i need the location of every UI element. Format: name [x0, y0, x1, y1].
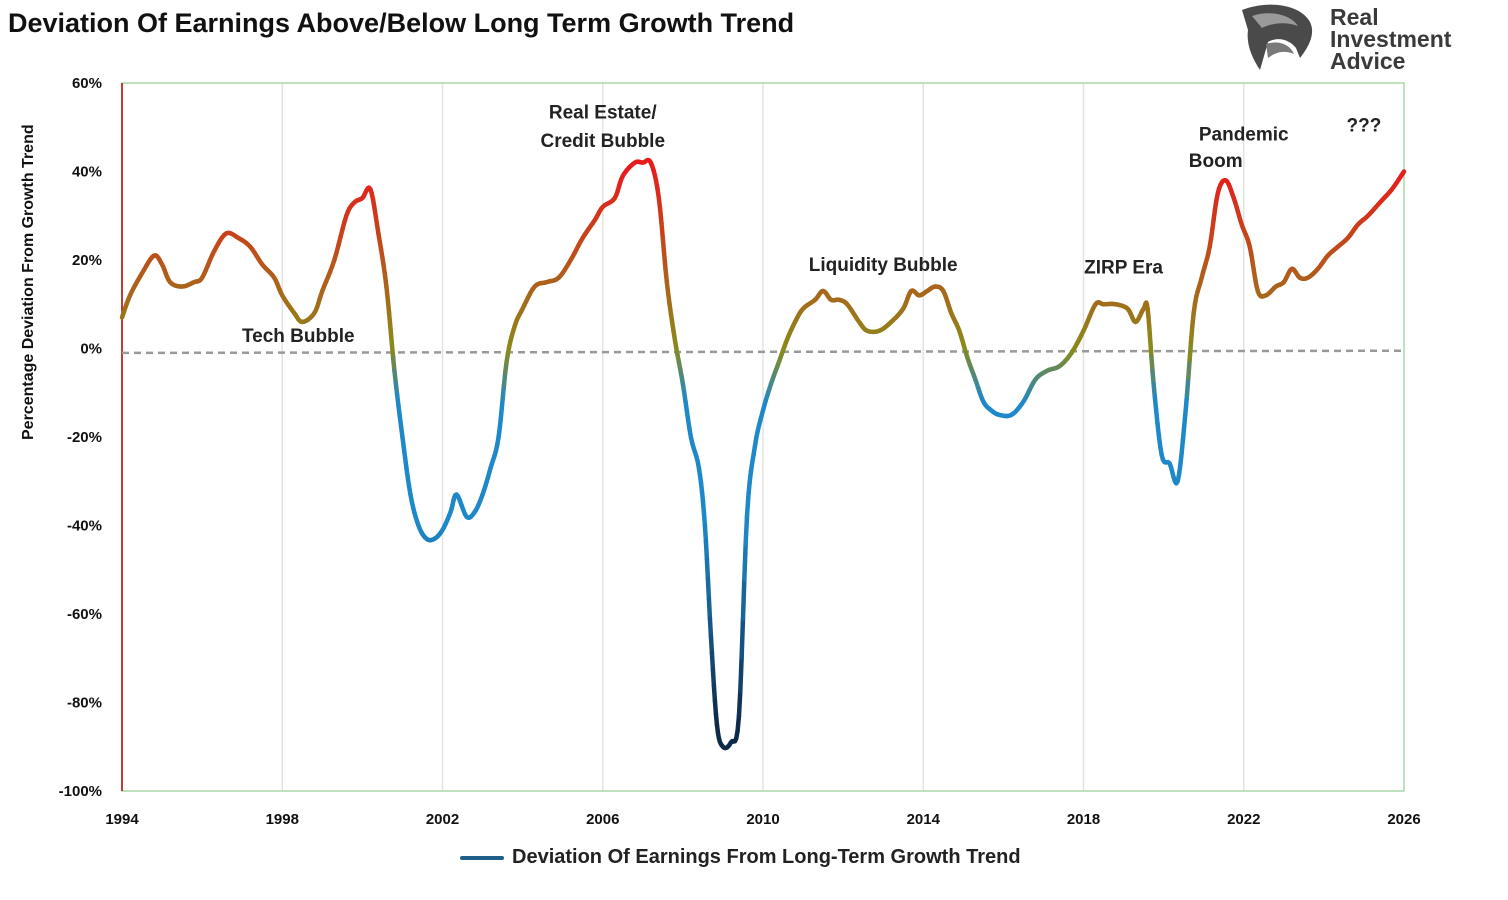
- logo-wordmark: Real Investment Advice: [1330, 4, 1452, 74]
- series-line-segment: [746, 479, 752, 500]
- series-line-segment: [707, 616, 714, 639]
- x-tick-label: 2026: [1387, 811, 1420, 828]
- logo-line: Investment: [1330, 26, 1452, 52]
- series-line-segment: [1179, 437, 1186, 456]
- y-tick-label: -60%: [67, 606, 102, 623]
- series-line-segment: [1180, 422, 1187, 442]
- series-line-segment: [709, 650, 716, 672]
- series-line-segment: [1152, 394, 1159, 413]
- series-line-segment: [736, 688, 743, 719]
- series-line-segment: [1400, 169, 1407, 176]
- series-line-segment: [1186, 357, 1192, 380]
- chart-annotation: Liquidity Bubble: [809, 255, 958, 276]
- x-tick-label: 2018: [1067, 811, 1100, 828]
- chart-annotation: Pandemic: [1199, 125, 1289, 146]
- series-line-segment: [742, 542, 748, 583]
- series-line-segment: [388, 325, 395, 346]
- chart-annotation: Tech Bubble: [242, 326, 355, 347]
- y-tick-label: -100%: [59, 783, 102, 800]
- x-tick-label: 1994: [105, 811, 139, 828]
- series-line-segment: [735, 713, 742, 733]
- x-tick-label: 2002: [426, 811, 459, 828]
- series-line-segment: [1182, 408, 1188, 428]
- series-line-segment: [499, 397, 505, 416]
- series-line-segment: [711, 683, 718, 704]
- series-line-segment: [738, 655, 744, 694]
- series-line-segment: [389, 340, 396, 360]
- legend-label: Deviation Of Earnings From Long-Term Gro…: [512, 846, 1021, 868]
- chart-annotation: Credit Bubble: [540, 131, 665, 152]
- series-line-segment: [1183, 392, 1190, 413]
- y-tick-label: -20%: [67, 429, 102, 446]
- y-tick-label: 60%: [72, 75, 102, 92]
- series-line-segment: [740, 577, 747, 622]
- series-line-segment: [1149, 354, 1155, 373]
- series-line-segment: [385, 296, 392, 316]
- series-line-segment: [500, 383, 507, 402]
- series-line-segment: [704, 557, 711, 582]
- y-tick-label: 0%: [80, 341, 102, 358]
- series-line-segment: [743, 514, 750, 547]
- y-tick-label: 40%: [72, 164, 102, 181]
- y-axis-title: Percentage Deviation From Growth Trend: [20, 124, 37, 440]
- series-line-segment: [705, 576, 712, 602]
- x-tick-label: 1998: [266, 811, 299, 828]
- series-line-segment: [657, 207, 664, 226]
- legend-swatch: [460, 855, 504, 860]
- x-tick-label: 2010: [746, 811, 779, 828]
- y-tick-label: 20%: [72, 252, 102, 269]
- y-tick-label: -80%: [67, 695, 102, 712]
- logo-line: Real: [1330, 4, 1379, 30]
- series-line-segment: [1184, 375, 1191, 398]
- eagle-head-icon: [1242, 4, 1313, 70]
- series-line-segment: [710, 667, 717, 689]
- series-line-segment: [1188, 323, 1195, 345]
- series-line-segment: [386, 310, 393, 331]
- series-line-segment: [708, 633, 715, 656]
- chart-annotation: Real Estate/: [549, 102, 657, 123]
- y-tick-label: -40%: [67, 518, 102, 535]
- series-line-segment: [703, 538, 710, 562]
- series-line-segment: [661, 252, 668, 272]
- chart-title: Deviation Of Earnings Above/Below Long T…: [8, 8, 795, 38]
- chart-annotation: ???: [1347, 116, 1382, 137]
- series-line-segment: [744, 494, 751, 519]
- logo-line: Advice: [1330, 48, 1406, 74]
- series-line-segment: [1148, 339, 1154, 359]
- series-line-segment: [659, 221, 666, 241]
- series-line-segment: [739, 616, 746, 660]
- series-line-segment: [702, 523, 709, 544]
- series-line-segment: [706, 596, 713, 621]
- x-tick-label: 2014: [907, 811, 941, 828]
- series-line-segment: [1147, 326, 1153, 345]
- series-line-segment: [1187, 339, 1194, 362]
- series-line-segment: [660, 236, 667, 257]
- legend: Deviation Of Earnings From Long-Term Gro…: [460, 846, 1021, 869]
- chart-annotation: Boom: [1189, 151, 1243, 172]
- x-tick-label: 2006: [586, 811, 619, 828]
- x-tick-label: 2022: [1227, 811, 1260, 828]
- chart-annotation: ZIRP Era: [1084, 257, 1163, 278]
- trend-zero-line: [121, 349, 1405, 355]
